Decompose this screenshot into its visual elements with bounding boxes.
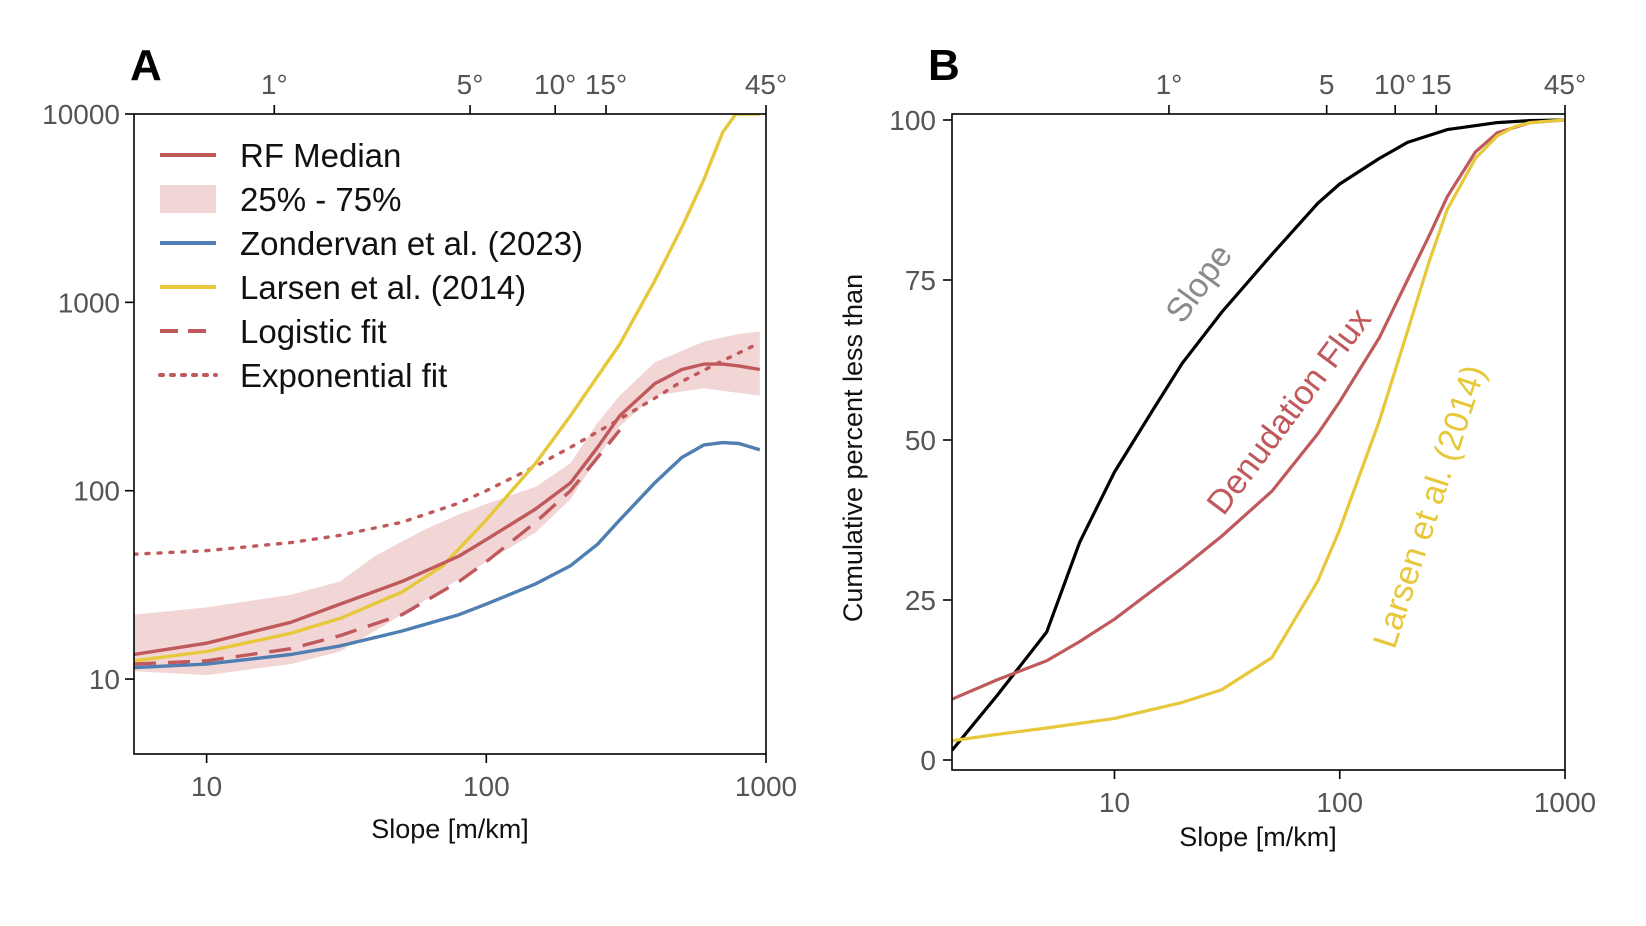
series-band-25-75: [134, 331, 760, 676]
annotation-denudation-flux: Denudation Flux: [1200, 301, 1379, 522]
legend-label: Exponential fit: [240, 357, 447, 394]
top-tick-label: 1°: [261, 69, 288, 100]
y-tick-label: 10000: [42, 99, 120, 130]
top-tick-label: 45°: [1544, 69, 1586, 100]
top-tick-label: 1°: [1156, 69, 1183, 100]
top-tick-label: 15°: [585, 69, 627, 100]
panel-b-axes: 10 100 1000 0 25 50 75 100 1° 5 10° 15 45°: [889, 69, 1596, 818]
legend-label: 25% - 75%: [240, 181, 401, 218]
legend-entry: Exponential fit: [158, 357, 447, 394]
y-tick-label: 50: [905, 425, 936, 456]
top-tick-label: 5°: [457, 69, 484, 100]
legend-entry: Larsen et al. (2014): [160, 269, 526, 306]
panel-b-x-axis-title: Slope [m/km]: [1179, 822, 1337, 852]
y-tick-label: 100: [73, 476, 120, 507]
x-tick-label: 1000: [1534, 787, 1596, 818]
legend-label: Larsen et al. (2014): [240, 269, 526, 306]
y-tick-label: 10: [89, 664, 120, 695]
x-tick-label: 100: [1316, 787, 1363, 818]
panel-a-plot-area: [134, 114, 762, 676]
panel-a-letter: A: [130, 41, 162, 90]
panel-b-letter: B: [928, 41, 960, 90]
legend-swatch: [160, 185, 216, 213]
series-line-exponential-fit: [134, 341, 762, 556]
annotation-slope: Slope: [1158, 237, 1240, 330]
top-tick-label: 45°: [745, 69, 787, 100]
top-tick-label: 5: [1319, 69, 1335, 100]
series-line-larsen-et-al-2014: [952, 118, 1565, 743]
top-tick-label: 10°: [534, 69, 576, 100]
x-tick-label: 1000: [735, 771, 797, 802]
panel-a-legend: RF Median 25% - 75% Zondervan et al. (2023…: [158, 137, 583, 394]
panel-b-y-axis-title: Cumulative percent less than: [838, 274, 868, 622]
legend-entry: Logistic fit: [160, 313, 387, 350]
panel-a-axes: 10 100 1000 10 100 1000 10000 1° 5° 10° 15° 45°: [42, 69, 797, 802]
y-tick-label: 25: [905, 585, 936, 616]
x-tick-label: 10: [1099, 787, 1130, 818]
legend-label: Logistic fit: [240, 313, 387, 350]
y-tick-label: 100: [889, 105, 936, 136]
series-line-slope: [952, 118, 1565, 752]
panel-a: 10 100 1000 10 100 1000 10000 1° 5° 10° 15° 45° A S…: [42, 41, 797, 844]
panel-a-frame: [133, 113, 767, 755]
legend-entry: 25% - 75%: [160, 181, 401, 218]
series-line-logistic-fit: [134, 428, 622, 666]
series-line-rf-median: [134, 362, 761, 657]
y-tick-label: 75: [905, 265, 936, 296]
y-tick-label: 1000: [58, 287, 120, 318]
panel-b-plot-area: [952, 118, 1565, 752]
x-tick-label: 100: [463, 771, 510, 802]
panel-b: 10 100 1000 0 25 50 75 100 1° 5 10° 15 45° B Slope […: [838, 41, 1596, 852]
y-tick-label: 0: [920, 745, 936, 776]
legend-label: RF Median: [240, 137, 401, 174]
top-tick-label: 15: [1421, 69, 1452, 100]
panel-b-frame: [951, 113, 1566, 771]
series-line-zondervan-et-al-2023: [134, 440, 761, 670]
legend-entry: Zondervan et al. (2023): [160, 225, 583, 262]
x-tick-label: 10: [191, 771, 222, 802]
top-tick-label: 10°: [1374, 69, 1416, 100]
legend-label: Zondervan et al. (2023): [240, 225, 583, 262]
legend-entry: RF Median: [160, 137, 401, 174]
series-line-denudation-flux: [952, 118, 1565, 701]
panel-a-x-axis-title: Slope [m/km]: [371, 814, 529, 844]
series-line-larsen-et-al-2014: [134, 114, 760, 663]
